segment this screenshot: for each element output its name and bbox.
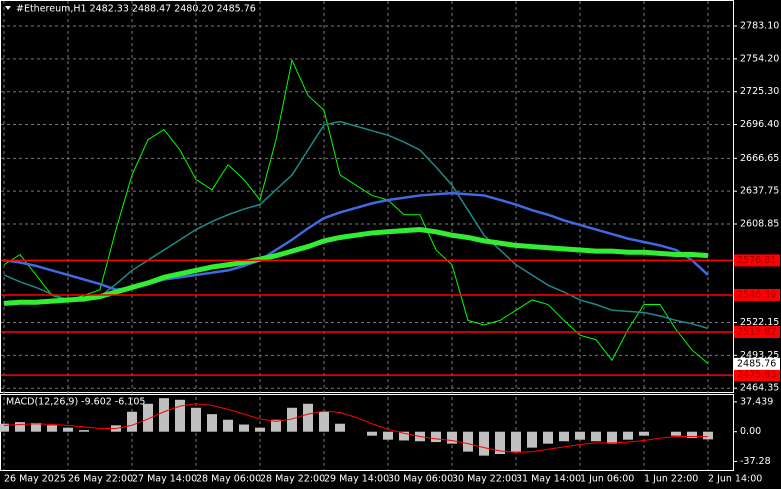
menu-arrow[interactable]	[5, 6, 11, 10]
macd-bar	[447, 431, 457, 444]
x-tick-label: 28 May 22:00	[260, 474, 325, 485]
price-label: 2485.76	[737, 358, 776, 369]
x-tick-label: 30 May 22:00	[452, 474, 517, 485]
x-tick-label: 1 Jun 22:00	[644, 474, 698, 485]
macd-bar	[207, 414, 217, 432]
level-label-bg	[734, 288, 780, 301]
series-line	[3, 120, 709, 330]
macd-bar	[303, 403, 313, 432]
series-line	[3, 227, 709, 306]
macd-bar	[159, 398, 169, 432]
y-tick-label: 2783.10	[740, 21, 779, 32]
macd-bar	[639, 431, 649, 436]
macd-bar	[575, 431, 585, 440]
x-tick-label: 2 Jun 14:00	[708, 474, 762, 485]
y-tick-label: 2754.20	[740, 53, 779, 64]
x-tick-label: 26 May 2025	[4, 474, 66, 485]
chart-title: #Ethereum,H1 2482.33 2488.47 2480.20 248…	[16, 4, 256, 15]
macd-bar	[543, 431, 553, 444]
y-tick-label: 2666.65	[740, 153, 779, 164]
macd-bar	[463, 431, 473, 452]
macd-bar	[63, 427, 73, 432]
level-label: 2546.39	[737, 289, 776, 300]
macd-bar	[703, 431, 713, 440]
level-label-bg	[734, 369, 780, 382]
macd-bar	[175, 399, 185, 432]
x-tick-label: 31 May 14:00	[516, 474, 581, 485]
y-tick-label: 2608.85	[740, 219, 779, 230]
y-tick-label: 2637.75	[740, 186, 779, 197]
level-label-bg	[734, 254, 780, 267]
macd-bar	[591, 431, 601, 442]
macd-bar	[79, 430, 89, 432]
macd-bar	[335, 423, 345, 432]
macd-bar	[255, 427, 265, 432]
macd-bar	[0, 423, 9, 432]
y-tick-label: 0.00	[740, 426, 761, 437]
y-tick-label: 2493.25	[740, 350, 779, 361]
macd-bar	[399, 431, 409, 441]
y-tick-label: 2522.15	[740, 317, 779, 328]
macd-title: MACD(12,26,9) -9.602 -6.105	[6, 397, 145, 408]
x-tick-label: 26 May 22:00	[68, 474, 133, 485]
macd-bar	[143, 403, 153, 432]
y-tick-label: 2696.40	[740, 119, 779, 130]
macd-frame	[0, 394, 734, 471]
macd-bar	[383, 431, 393, 440]
level-label: 2513.82	[737, 326, 776, 337]
series-line	[3, 58, 709, 364]
macd-bar	[191, 407, 201, 432]
level-label-bg	[734, 325, 780, 338]
y-tick-label: 37.439	[740, 396, 773, 407]
y-tick-label: 2464.35	[740, 383, 779, 394]
price-label-bg	[734, 357, 780, 370]
x-tick-label: 28 May 06:00	[196, 474, 261, 485]
level-label: 2475.83	[737, 370, 776, 381]
macd-bar	[623, 431, 633, 440]
x-tick-label: 29 May 14:00	[324, 474, 389, 485]
macd-bar	[239, 424, 249, 432]
macd-bar	[287, 407, 297, 432]
macd-bar	[223, 419, 233, 432]
macd-bar	[47, 425, 57, 432]
x-tick-label: 1 Jun 06:00	[580, 474, 634, 485]
macd-bar	[319, 411, 329, 432]
x-tick-label: 30 May 06:00	[388, 474, 453, 485]
macd-bar	[671, 431, 681, 436]
macd-bar	[511, 431, 521, 452]
macd-bar	[687, 431, 697, 439]
macd-bar	[607, 431, 617, 444]
macd-bar	[479, 431, 489, 456]
macd-bar	[15, 422, 25, 432]
series-line	[3, 191, 709, 292]
y-tick-label: -37.28	[740, 456, 771, 467]
signal-line	[3, 403, 709, 453]
level-label: 2576.81	[737, 255, 776, 266]
macd-bar	[367, 431, 377, 436]
macd-bar	[559, 431, 569, 442]
macd-bar	[495, 431, 505, 455]
x-tick-label: 27 May 14:00	[132, 474, 197, 485]
macd-bar	[271, 419, 281, 432]
macd-bar	[527, 431, 537, 448]
y-tick-label: 2725.30	[740, 86, 779, 97]
macd-bar	[431, 431, 441, 443]
macd-bar	[127, 411, 137, 432]
main-frame	[0, 0, 734, 393]
macd-bar	[31, 422, 41, 432]
